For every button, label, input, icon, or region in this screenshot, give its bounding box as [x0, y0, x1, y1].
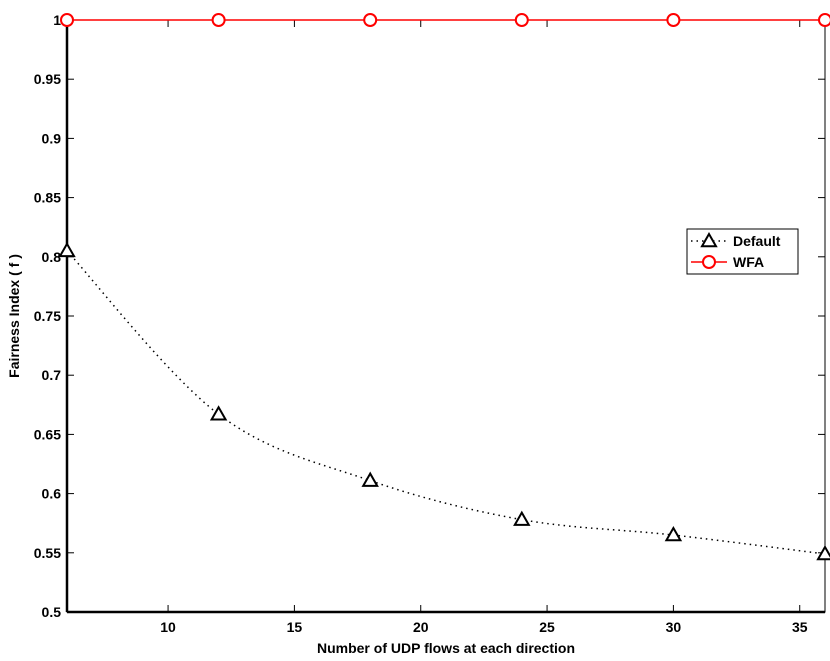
data-point-wfa — [363, 13, 378, 27]
legend-marker — [702, 255, 716, 269]
x-tick-label: 20 — [413, 619, 429, 635]
data-point-default — [361, 471, 379, 487]
data-point-wfa — [211, 13, 226, 27]
y-tick-label: 0.95 — [34, 71, 61, 87]
y-tick-label: 0.65 — [34, 426, 61, 442]
data-point-default — [209, 405, 228, 421]
series-default — [58, 241, 830, 561]
data-point-default — [816, 544, 830, 561]
x-tick-label: 35 — [792, 619, 808, 635]
y-tick-label: 0.55 — [34, 545, 61, 561]
x-tick-label: 25 — [539, 619, 555, 635]
y-tick-label: 0.6 — [42, 486, 62, 502]
data-point-wfa — [818, 13, 830, 27]
data-point-wfa — [514, 13, 529, 27]
plot-frame — [66, 19, 826, 613]
data-point-wfa — [60, 13, 74, 27]
legend-item-default: Default — [691, 231, 781, 249]
y-tick-label: 0.8 — [42, 249, 62, 265]
series-layer — [58, 13, 830, 561]
y-tick-label: 0.5 — [42, 604, 62, 620]
y-tick-label: 0.85 — [34, 190, 61, 206]
x-tick-label: 30 — [666, 619, 682, 635]
y-tick-label: 0.7 — [42, 367, 62, 383]
legend-label: WFA — [733, 254, 764, 270]
data-point-wfa — [666, 13, 681, 27]
legend-marker — [700, 231, 718, 248]
axes: 10 15 20 25 30 35 0.5 0.55 0.6 0.65 0.7 0.75 0.8 0.85… — [34, 12, 826, 635]
legend: Default WFA — [686, 228, 799, 275]
legend-item-wfa: WFA — [691, 254, 764, 270]
y-tick-label: 1 — [53, 12, 61, 28]
y-tick-label: 0.75 — [34, 308, 61, 324]
data-point-default — [664, 526, 683, 542]
legend-label: Default — [733, 233, 781, 249]
x-tick-label: 15 — [287, 619, 303, 635]
x-axis-title: Number of UDP flows at each direction — [317, 640, 575, 656]
data-point-default — [58, 241, 76, 258]
data-point-default — [513, 510, 531, 526]
y-axis-title: Fairness Index ( f ) — [6, 254, 22, 378]
series-wfa — [60, 13, 830, 27]
y-tick-label: 0.9 — [42, 130, 62, 146]
x-tick-label: 10 — [160, 619, 176, 635]
series-line-default — [66, 250, 826, 555]
